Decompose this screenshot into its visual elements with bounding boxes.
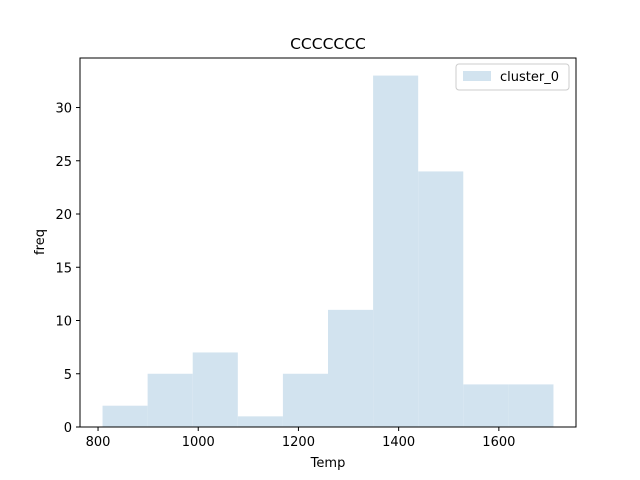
y-tick-label: 25	[55, 155, 72, 170]
histogram-bar	[283, 374, 328, 427]
x-tick-label: 800	[86, 435, 111, 450]
x-tick-label: 1400	[382, 435, 415, 450]
chart-title: CCCCCCC	[290, 35, 366, 53]
y-tick-label: 0	[64, 421, 72, 436]
y-tick-label: 30	[55, 102, 72, 117]
histogram-bar	[148, 374, 193, 427]
histogram-bar	[373, 76, 418, 427]
y-axis-label: freq	[33, 229, 48, 255]
y-tick-label: 10	[55, 315, 72, 330]
x-tick-label: 1200	[282, 435, 315, 450]
x-axis-label: Temp	[310, 456, 346, 471]
y-tick-label: 5	[64, 368, 72, 383]
x-tick-label: 1600	[482, 435, 515, 450]
legend-swatch	[463, 71, 491, 81]
histogram-bar	[103, 406, 148, 427]
histogram-bar	[193, 352, 238, 427]
y-tick-label: 20	[55, 208, 72, 223]
histogram-bar	[238, 416, 283, 427]
histogram-bar	[508, 384, 553, 427]
y-tick-label: 15	[55, 261, 72, 276]
legend: cluster_0	[456, 64, 569, 90]
histogram-bar	[418, 171, 463, 427]
histogram-bar	[328, 310, 373, 427]
x-tick-label: 1000	[182, 435, 215, 450]
legend-label: cluster_0	[500, 70, 559, 85]
histogram-bar	[463, 384, 508, 427]
